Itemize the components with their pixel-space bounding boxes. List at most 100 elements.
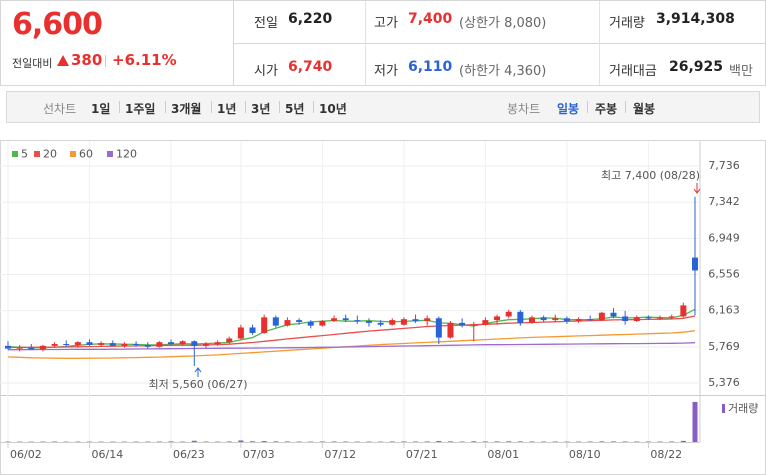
candle-body xyxy=(214,342,221,345)
quote-box: 6,600 전일대비 380 +6.11% xyxy=(1,1,234,85)
candle-body xyxy=(307,321,314,326)
candle-tab[interactable]: 월봉 xyxy=(633,102,656,116)
x-tick-label: 08/01 xyxy=(487,448,519,461)
stat-value: 6,110 xyxy=(408,59,453,75)
candle-body xyxy=(51,344,58,346)
volume-bar xyxy=(226,441,232,442)
low-annotation: 최저 5,560 (06/27) xyxy=(148,378,247,391)
candle-body xyxy=(272,317,279,326)
volume-bar xyxy=(680,440,686,442)
volume-bar xyxy=(191,440,197,442)
volume-bar xyxy=(669,441,675,442)
high-annotation: 최고 7,400 (08/28) xyxy=(601,169,700,182)
candle-body xyxy=(412,319,419,322)
legend-swatch xyxy=(34,151,40,157)
ma-line xyxy=(8,342,696,351)
candle-body xyxy=(657,317,664,319)
x-tick-label: 06/02 xyxy=(10,448,42,461)
candle-body xyxy=(459,322,466,326)
change: 380 xyxy=(71,51,103,69)
candle-tab[interactable]: 주봉 xyxy=(595,102,618,116)
candle-body xyxy=(645,317,652,319)
candle-body xyxy=(226,338,233,343)
candle-body xyxy=(202,344,209,346)
x-tick-label: 07/03 xyxy=(243,448,275,461)
candle-body xyxy=(435,318,442,338)
candle-body xyxy=(575,319,582,322)
x-tick-label: 07/21 xyxy=(406,448,438,461)
candle-body xyxy=(121,344,128,346)
candle-body xyxy=(191,341,198,346)
stat-note: (하한가 4,360) xyxy=(459,64,547,79)
candle-body xyxy=(28,347,35,350)
volume-bar xyxy=(261,441,267,442)
stat-label: 시가 xyxy=(254,64,278,79)
candle-body xyxy=(389,320,396,325)
candle-body xyxy=(261,317,268,333)
y-tick-label: 6,949 xyxy=(708,231,740,244)
y-tick-label: 5,376 xyxy=(708,376,740,389)
stat-label: 저가 xyxy=(374,64,398,79)
volume-bar xyxy=(447,441,453,442)
stat-value: 3,914,308 xyxy=(656,11,735,27)
candle-tab[interactable]: 일봉 xyxy=(557,102,580,116)
candle-body xyxy=(86,342,93,345)
volume-bar xyxy=(610,441,616,442)
stat-value: 6,740 xyxy=(288,59,333,75)
period-tab[interactable]: 1년 xyxy=(217,102,237,116)
candle-body xyxy=(249,327,256,333)
candle-body xyxy=(482,320,489,325)
volume-bar xyxy=(599,441,605,442)
period-tab[interactable]: 3년 xyxy=(251,102,271,116)
candle-body xyxy=(692,257,698,271)
tab-group-label: 선차트 xyxy=(43,102,77,116)
volume-bar xyxy=(692,401,698,442)
legend-label: 20 xyxy=(43,148,57,161)
volume-legend-label: 거래량 xyxy=(728,402,758,415)
period-tab[interactable]: 3개월 xyxy=(171,102,202,116)
price: 6,600 xyxy=(12,7,103,42)
legend-swatch xyxy=(107,151,113,157)
stat-label: 고가 xyxy=(374,16,398,31)
candle-body xyxy=(517,311,524,323)
x-tick-label: 06/14 xyxy=(92,448,124,461)
high-arrow-head xyxy=(693,188,701,194)
candle-body xyxy=(447,322,454,338)
period-tab[interactable]: 5년 xyxy=(285,102,305,116)
volume-bar xyxy=(284,441,290,442)
volume-bar xyxy=(168,441,174,442)
y-tick-label: 5,769 xyxy=(708,340,740,353)
y-tick-label: 7,736 xyxy=(708,159,740,172)
volume-bar xyxy=(471,441,477,442)
y-tick-label: 6,556 xyxy=(708,268,740,281)
candle-body xyxy=(5,345,11,349)
volume-legend-swatch xyxy=(722,404,725,413)
volume-bar xyxy=(238,440,244,442)
legend-swatch xyxy=(12,151,18,157)
volume-bar xyxy=(389,441,395,442)
stat-note: (상한가 8,080) xyxy=(459,16,547,31)
legend-label: 120 xyxy=(116,148,137,161)
period-tab[interactable]: 10년 xyxy=(319,102,347,116)
volume-bar xyxy=(331,441,337,442)
candle-body xyxy=(633,317,640,322)
candle-body xyxy=(74,342,81,345)
volume-bar xyxy=(517,441,523,442)
legend-swatch xyxy=(70,151,76,157)
candle-body xyxy=(470,324,477,326)
candle-body xyxy=(98,343,105,345)
candle-body xyxy=(342,318,349,321)
legend-label: 60 xyxy=(79,148,93,161)
candle-body xyxy=(319,321,326,326)
candle-body xyxy=(587,319,594,321)
candle-body xyxy=(528,317,535,323)
period-tab[interactable]: 1주일 xyxy=(125,102,156,116)
candle-body xyxy=(296,320,303,322)
up-icon xyxy=(57,55,69,66)
x-tick-label: 07/12 xyxy=(324,448,356,461)
stat-label: 거래량 xyxy=(609,16,645,31)
period-tab[interactable]: 1일 xyxy=(91,102,111,116)
candle-body xyxy=(63,344,70,346)
stat-value: 7,400 xyxy=(408,11,453,27)
